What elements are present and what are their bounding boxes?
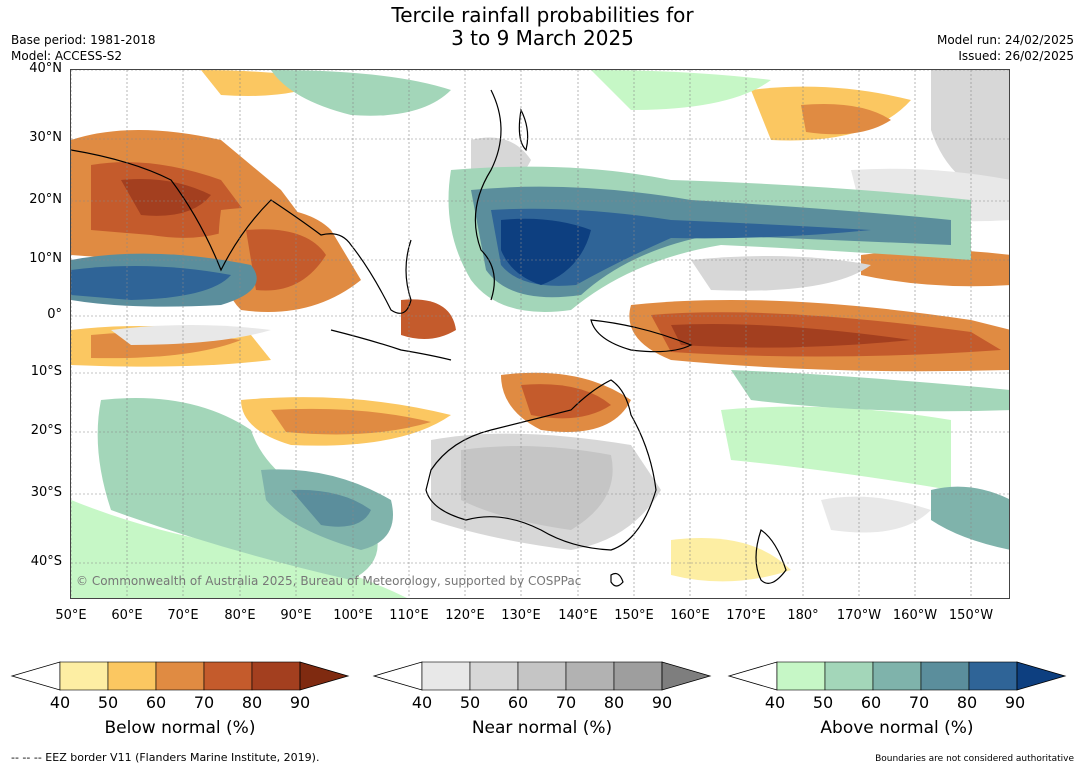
lon-label: 130°E [501, 608, 541, 623]
legend-below-normal: 40 50 60 70 80 90 Below normal (%) [10, 660, 350, 750]
lat-label: 30°N [29, 130, 62, 145]
colorbar-over-triangle [661, 661, 712, 691]
legend-tick: 90 [1004, 693, 1026, 712]
colorbar-under-triangle [372, 661, 423, 691]
model-name: Model: ACCESS-S2 [11, 49, 123, 63]
lon-label: 160°E [670, 608, 710, 623]
eez-border-note: -- -- -- EEZ border V11 (Flanders Marine… [11, 751, 320, 764]
legend-title: Near normal (%) [471, 718, 613, 738]
boundaries-disclaimer: Boundaries are not considered authoritat… [875, 754, 1074, 764]
colorbar-segment [872, 661, 922, 691]
model-run: Model run: 24/02/2025 [936, 33, 1074, 47]
colorbar-over-triangle [1016, 661, 1067, 691]
map-canvas [71, 70, 1009, 598]
legend-title: Above normal (%) [820, 718, 974, 738]
lon-label: 80°E [224, 608, 256, 623]
lon-label: 180° [787, 608, 819, 623]
lon-label: 150°W [948, 608, 994, 623]
colorbar-segment [517, 661, 567, 691]
legend-tick: 80 [603, 693, 625, 712]
colorbar-segment [59, 661, 109, 691]
legend-tick: 60 [860, 693, 882, 712]
lat-label: 0° [47, 307, 62, 322]
legend-tick: 50 [812, 693, 834, 712]
lon-label: 150°E [614, 608, 654, 623]
run-info: Model run: 24/02/2025 Issued: 26/02/2025 [937, 32, 1074, 64]
copyright-credit: © Commonwealth of Australia 2025, Bureau… [76, 574, 582, 588]
lat-label: 10°N [29, 251, 62, 266]
issued-date: Issued: 26/02/2025 [958, 49, 1074, 63]
legend-tick: 40 [411, 693, 433, 712]
colorbar-over-triangle [299, 661, 350, 691]
colorbar-segment [776, 661, 826, 691]
coastlines [71, 89, 787, 587]
colorbar-under-triangle [727, 661, 778, 691]
title-line-2: 3 to 9 March 2025 [451, 26, 634, 50]
lon-label: 160°W [892, 608, 938, 623]
below-normal-colorbar [10, 661, 350, 691]
lon-label: 60°E [111, 608, 143, 623]
lat-label: 40°N [29, 61, 62, 76]
near-normal-colorbar [372, 661, 712, 691]
rainfall-map [70, 69, 1010, 599]
lon-label: 120°E [445, 608, 485, 623]
colorbar-segment [203, 661, 253, 691]
model-info: Base period: 1981-2018 Model: ACCESS-S2 [11, 32, 156, 64]
map-title: Tercile rainfall probabilities for 3 to … [0, 4, 1085, 50]
legend-tick: 40 [764, 693, 786, 712]
legend-tick: 50 [459, 693, 481, 712]
colorbar-segment [155, 661, 205, 691]
colorbar-segment [824, 661, 874, 691]
lon-label: 110°E [389, 608, 429, 623]
colorbar-segment [565, 661, 615, 691]
legend-tick: 60 [507, 693, 529, 712]
lat-label: 10°S [30, 364, 62, 379]
legend-tick: 40 [49, 693, 71, 712]
lon-label: 50°E [55, 608, 87, 623]
colorbar-under-triangle [10, 661, 61, 691]
graticule [71, 70, 1009, 598]
legend-tick: 90 [289, 693, 311, 712]
legend-tick: 80 [956, 693, 978, 712]
legend-tick: 70 [908, 693, 930, 712]
legend-tick: 70 [555, 693, 577, 712]
colorbar-segment [251, 661, 301, 691]
lon-label: 170°E [726, 608, 766, 623]
lat-label: 20°S [30, 423, 62, 438]
legend-title: Below normal (%) [104, 718, 256, 738]
lon-label: 100°E [333, 608, 373, 623]
colorbar-segment [469, 661, 519, 691]
above-normal-areas [71, 70, 1009, 598]
colorbar-segment [968, 661, 1018, 691]
legend-tick: 60 [145, 693, 167, 712]
colorbar-segment [107, 661, 157, 691]
lon-label: 170°W [836, 608, 882, 623]
colorbar-segment [920, 661, 970, 691]
legend-near-normal: 40 50 60 70 80 90 Near normal (%) [372, 660, 712, 750]
lon-label: 70°E [167, 608, 199, 623]
lat-label: 30°S [30, 485, 62, 500]
title-line-1: Tercile rainfall probabilities for [391, 3, 694, 27]
legend-tick: 70 [193, 693, 215, 712]
colorbar-segment [421, 661, 471, 691]
legend-tick: 50 [97, 693, 119, 712]
legend-above-normal: 40 50 60 70 80 90 Above normal (%) [727, 660, 1067, 750]
lon-label: 90°E [280, 608, 312, 623]
above-normal-colorbar [727, 661, 1067, 691]
legend-tick: 80 [241, 693, 263, 712]
legend-tick: 90 [651, 693, 673, 712]
base-period: Base period: 1981-2018 [11, 33, 156, 47]
lat-label: 40°S [30, 554, 62, 569]
lon-label: 140°E [558, 608, 598, 623]
lat-label: 20°N [29, 192, 62, 207]
colorbar-segment [613, 661, 663, 691]
